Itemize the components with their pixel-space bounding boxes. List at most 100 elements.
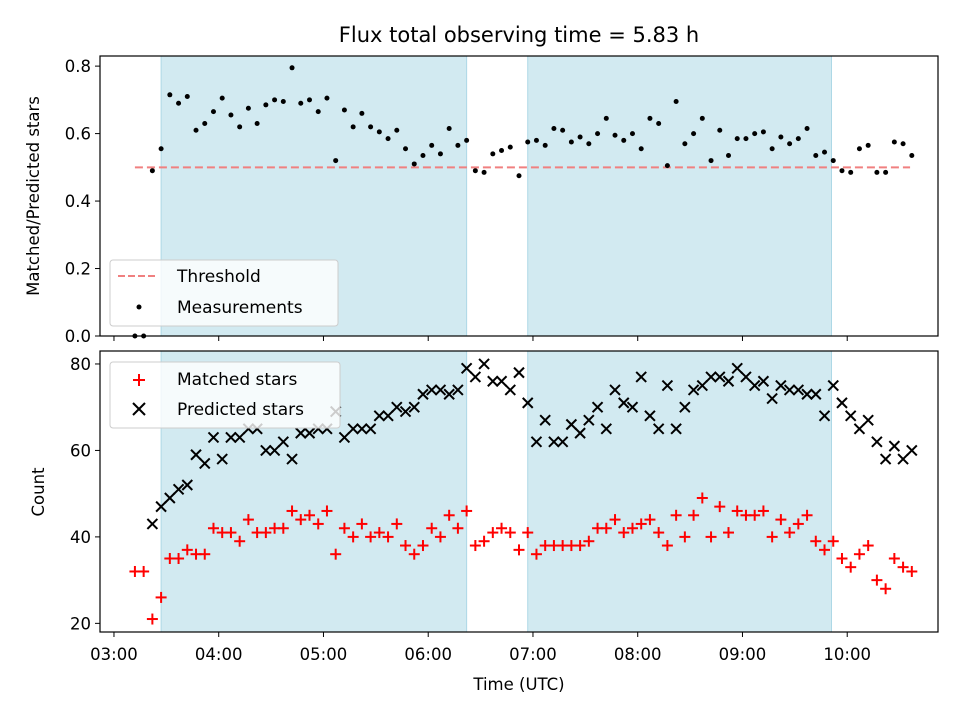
predicted-point — [583, 414, 595, 426]
matched-point — [181, 544, 193, 556]
marker-stroke — [172, 483, 185, 496]
measurement-point — [272, 97, 278, 103]
predicted-point — [644, 410, 656, 422]
predicted-point — [225, 431, 237, 444]
marker-stroke — [513, 366, 525, 379]
predicted-point — [338, 431, 351, 444]
observing-span — [527, 56, 832, 336]
measurement-point — [752, 131, 758, 137]
predicted-point — [827, 379, 839, 392]
matched-point — [260, 527, 272, 539]
measurement-point — [516, 173, 522, 179]
matched-point — [880, 583, 892, 595]
predicted-point — [530, 436, 543, 448]
predicted-point — [679, 401, 691, 413]
x-tick-label: 04:00 — [195, 645, 243, 664]
marker-stroke — [783, 384, 796, 396]
measurement-point — [638, 146, 644, 152]
bottom-x-ticks: 03:00 04:00 05:00 06:00 07:00 08:00 09:00 10:00 — [90, 632, 871, 664]
marker-stroke — [714, 371, 726, 383]
measurement-point — [167, 92, 173, 98]
measurement-point — [577, 134, 583, 140]
marker-stroke — [661, 379, 674, 392]
predicted-point — [565, 418, 578, 431]
predicted-point — [391, 401, 403, 413]
marker-stroke — [853, 423, 866, 435]
matched-point — [138, 565, 150, 577]
measurement-point — [158, 146, 164, 152]
predicted-point — [303, 427, 316, 439]
matched-point — [478, 535, 490, 547]
measurement-point — [254, 120, 260, 126]
marker-stroke — [583, 414, 595, 426]
top-panel: 0.00.20.40.60.8 Matched/Predicted stars … — [24, 55, 939, 346]
measurement-point — [289, 65, 295, 71]
predicted-point — [748, 379, 761, 392]
legend-predicted-swatch — [132, 402, 146, 416]
matched-point — [338, 522, 350, 534]
matched-point — [810, 535, 822, 547]
matched-point — [347, 531, 359, 543]
marker-stroke — [792, 384, 805, 396]
predicted-point — [399, 405, 412, 418]
matched-point — [784, 527, 796, 539]
matched-point — [530, 548, 542, 560]
marker-stroke — [652, 423, 665, 435]
predicted-point — [460, 362, 473, 374]
predicted-point — [181, 479, 193, 491]
matched-point — [522, 527, 534, 539]
measurement-point — [499, 147, 505, 153]
predicted-point — [687, 384, 700, 396]
matched-point — [583, 535, 595, 547]
marker-stroke — [417, 388, 429, 400]
measurement-point — [219, 95, 225, 101]
predicted-point — [487, 375, 499, 387]
predicted-point — [190, 449, 202, 461]
matched-point — [723, 527, 734, 539]
matched-point — [504, 527, 516, 539]
marker-stroke — [434, 384, 447, 396]
marker-stroke — [705, 371, 717, 383]
marker-stroke — [845, 410, 857, 422]
matched-point — [242, 514, 254, 526]
measurement-points — [132, 65, 915, 339]
matched-point — [146, 613, 158, 625]
top-legend: Threshold Measurements — [109, 259, 339, 327]
predicted-point — [775, 379, 787, 392]
marker-stroke — [504, 384, 516, 396]
predicted-point — [801, 388, 813, 400]
predicted-point — [417, 388, 429, 400]
predicted-point — [207, 431, 220, 444]
measurement-point — [385, 136, 391, 142]
marker-stroke — [644, 410, 656, 422]
marker-stroke — [338, 431, 351, 444]
matched-point — [469, 540, 481, 552]
predicted-point — [574, 427, 586, 439]
predicted-point — [347, 423, 359, 435]
matched-point — [286, 505, 298, 517]
measurement-point — [682, 141, 688, 147]
predicted-point — [146, 518, 159, 530]
predicted-point — [478, 358, 490, 370]
measurement-point — [664, 163, 670, 169]
marker-stroke — [303, 427, 316, 439]
matched-point — [574, 540, 586, 552]
predicted-point — [722, 375, 735, 387]
measurement-point — [795, 136, 801, 142]
marker-stroke — [373, 410, 386, 422]
matched-point — [653, 527, 665, 539]
predicted-point — [382, 410, 394, 422]
measurement-point — [603, 115, 609, 121]
predicted-point — [888, 440, 901, 452]
predicted-point — [260, 444, 272, 457]
predicted-point — [452, 384, 464, 396]
predicted-point — [504, 384, 516, 396]
measurement-point — [551, 126, 557, 132]
matched-point — [853, 548, 865, 560]
matched-point — [452, 522, 464, 534]
measurement-point — [673, 99, 679, 105]
measurement-point — [743, 136, 749, 142]
matched-point — [897, 561, 909, 573]
marker-stroke — [391, 401, 403, 413]
predicted-point — [155, 500, 167, 513]
